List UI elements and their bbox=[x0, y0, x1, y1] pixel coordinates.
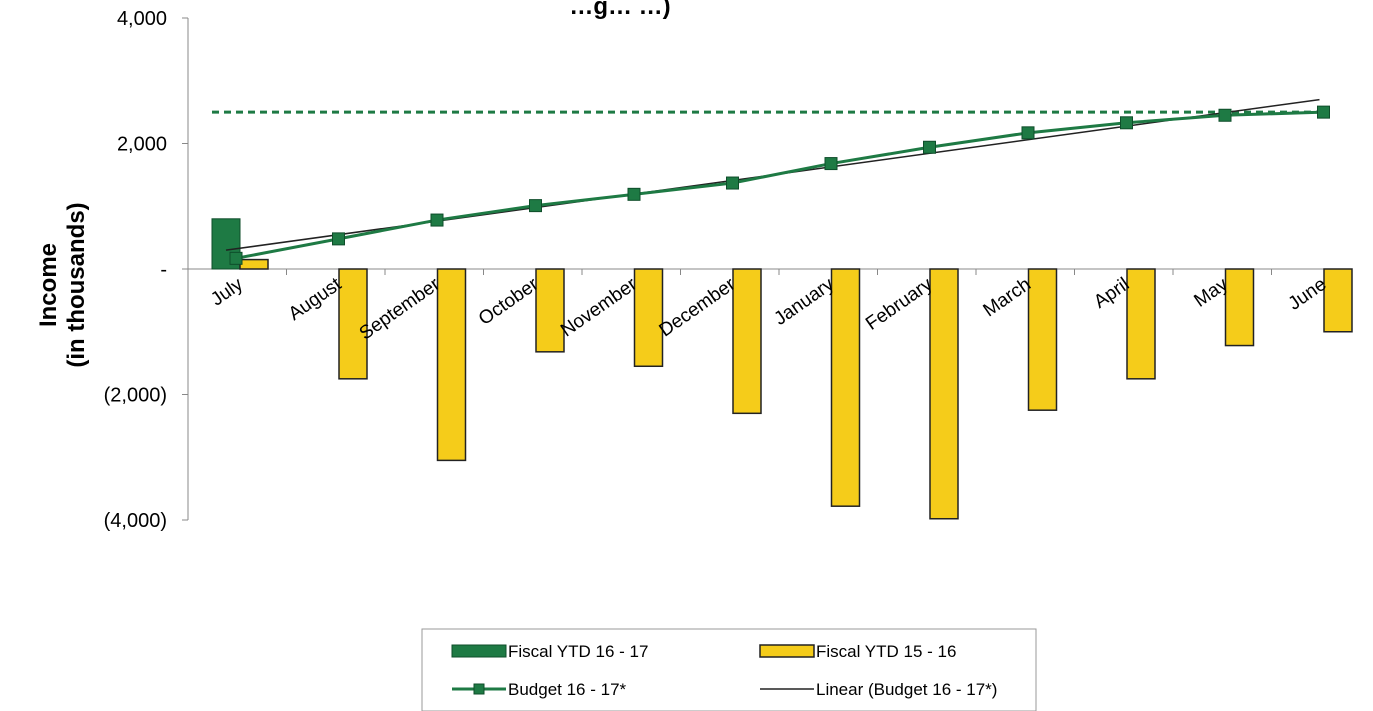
legend-swatch-fiscal-ytd-15-16 bbox=[759, 644, 815, 658]
x-category-label: July bbox=[207, 274, 247, 311]
bar-fiscal-ytd-15-16 bbox=[830, 268, 861, 507]
legend-label: Linear (Budget 16 - 17*) bbox=[816, 680, 997, 699]
chart-title: …g… …) bbox=[569, 0, 670, 20]
marker-budget-16-17 bbox=[332, 232, 345, 246]
marker-budget-16-17 bbox=[430, 213, 444, 227]
x-category-label: December bbox=[656, 274, 740, 342]
legend-label: Fiscal YTD 16 - 17 bbox=[508, 642, 648, 661]
y-tick-label: 2,000 bbox=[117, 134, 167, 156]
y-axis-label: Income(in thousands) bbox=[35, 202, 90, 367]
x-category-label: February bbox=[862, 274, 937, 335]
y-tick-label: - bbox=[160, 259, 167, 281]
x-category-label: October bbox=[475, 274, 543, 330]
x-category-label: March bbox=[980, 274, 1035, 321]
legend-label: Budget 16 - 17* bbox=[508, 680, 627, 699]
plot-area: July August September October November Decemb… bbox=[207, 98, 1353, 520]
bar-fiscal-ytd-15-16 bbox=[1027, 268, 1058, 411]
y-tick-label: 4,000 bbox=[117, 8, 167, 30]
x-category-label: September bbox=[356, 274, 445, 345]
bar-fiscal-ytd-15-16 bbox=[1224, 268, 1255, 347]
y-tick-label: (4,000) bbox=[104, 510, 167, 532]
marker-budget-16-17 bbox=[1317, 105, 1330, 119]
marker-budget-16-17 bbox=[923, 140, 936, 154]
marker-budget-16-17 bbox=[824, 157, 838, 171]
legend-label: Fiscal YTD 15 - 16 bbox=[816, 642, 956, 661]
marker-budget-16-17 bbox=[529, 199, 542, 213]
y-axis-title-line: (in thousands) bbox=[63, 202, 90, 367]
bar-fiscal-ytd-15-16 bbox=[1323, 268, 1353, 333]
x-category-label: November bbox=[557, 274, 641, 342]
bar-fiscal-ytd-15-16 bbox=[633, 268, 664, 368]
y-tick-label: (2,000) bbox=[104, 385, 167, 407]
legend-swatch-fiscal-ytd-16-17 bbox=[451, 644, 507, 658]
bar-fiscal-ytd-15-16 bbox=[239, 258, 269, 270]
x-category-label: August bbox=[285, 273, 346, 325]
marker-budget-16-17 bbox=[1021, 126, 1035, 140]
bar-fiscal-ytd-15-16 bbox=[732, 268, 762, 415]
y-axis-title-line: Income bbox=[35, 243, 62, 327]
bar-fiscal-ytd-15-16 bbox=[535, 268, 565, 353]
bar-fiscal-ytd-15-16 bbox=[929, 268, 959, 520]
marker-budget-16-17 bbox=[229, 251, 243, 265]
x-category-label: January bbox=[770, 274, 838, 330]
bar-fiscal-ytd-15-16 bbox=[338, 268, 368, 380]
marker-budget-16-17 bbox=[1218, 108, 1232, 122]
marker-budget-16-17 bbox=[726, 176, 739, 190]
legend-box bbox=[421, 628, 1037, 711]
legend-marker-budget-16-17 bbox=[473, 683, 485, 695]
marker-budget-16-17 bbox=[627, 187, 641, 201]
y-axis: 4,000 2,000 - (2,000) (4,000) bbox=[104, 8, 1340, 532]
marker-budget-16-17 bbox=[1120, 116, 1133, 130]
line-budget-16-17 bbox=[235, 110, 1324, 260]
bar-fiscal-ytd-15-16 bbox=[1126, 268, 1156, 380]
bar-fiscal-ytd-15-16 bbox=[436, 268, 467, 462]
y-axis-title: Income(in thousands) bbox=[35, 202, 90, 367]
legend: Fiscal YTD 16 - 17 Fiscal YTD 15 - 16 Budg… bbox=[421, 628, 1037, 711]
